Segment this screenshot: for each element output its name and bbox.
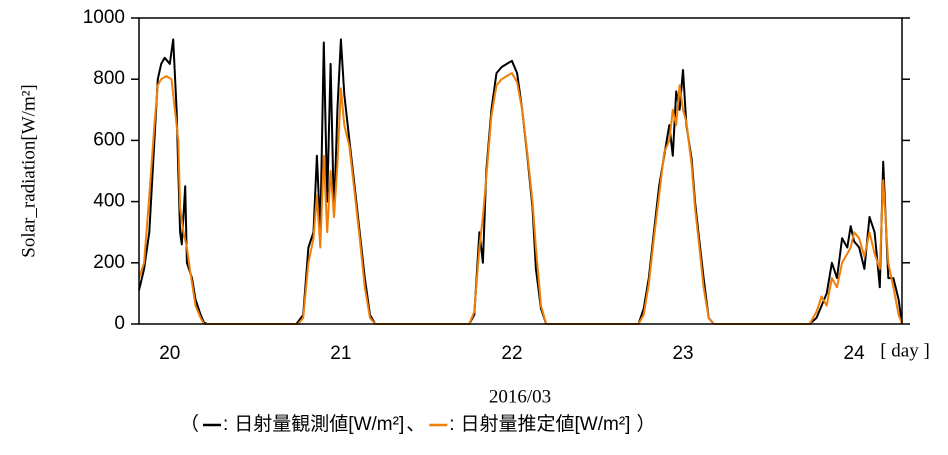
- legend-label: 日射量観測値[W/m²]: [234, 413, 404, 435]
- x-tick-label: 23: [672, 343, 693, 364]
- legend-separator: 、: [406, 414, 425, 435]
- y-tick-label: 400: [93, 191, 125, 212]
- y-tick-label: 200: [93, 252, 125, 273]
- legend-bracket: ）: [636, 413, 655, 435]
- legend: （: 日射量観測値[W/m²]、: 日射量推定値[W/m²]）: [180, 413, 655, 435]
- legend-bracket: （: [180, 413, 199, 435]
- legend-colon: :: [449, 414, 454, 435]
- x-tick-label: 20: [159, 343, 180, 364]
- y-axis-label: Solar_radiation[W/m²]: [18, 84, 39, 257]
- x-tick-label: 21: [330, 343, 351, 364]
- y-tick-label: 0: [114, 313, 125, 334]
- legend-label: 日射量推定値[W/m²]: [461, 413, 631, 435]
- plot-frame: [138, 17, 903, 325]
- x-tick-label: 24: [844, 343, 866, 364]
- legend-colon: :: [223, 414, 228, 435]
- x-axis-label: 2016/03: [489, 386, 551, 407]
- x-unit-label: [ day ]: [880, 340, 930, 361]
- x-tick-label: 22: [501, 343, 522, 364]
- y-tick-label: 1000: [83, 7, 125, 28]
- y-tick-label: 800: [93, 68, 125, 89]
- series-line: [138, 38, 903, 325]
- y-tick-label: 600: [93, 129, 125, 150]
- series-line: [138, 72, 903, 325]
